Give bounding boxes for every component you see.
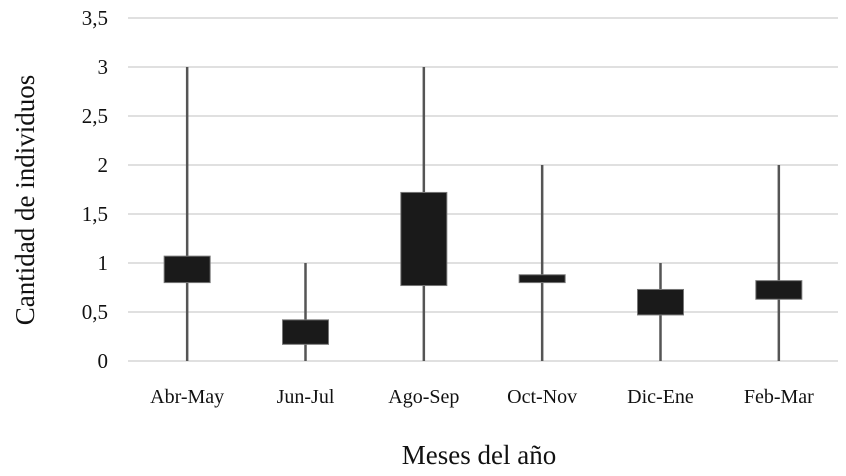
y-tick-label: 1 (98, 251, 109, 275)
x-tick-label: Abr-May (150, 386, 224, 408)
box-dic-ene (637, 288, 684, 316)
box-abr-may (163, 255, 211, 284)
box-feb-mar (755, 280, 803, 300)
x-axis-title: Meses del año (402, 440, 556, 470)
box-series (163, 67, 803, 361)
y-tick-label: 0 (98, 349, 109, 373)
y-axis-title: Cantidad de individuos (10, 75, 40, 325)
y-tick-label: 2,5 (82, 104, 108, 128)
x-tick-label: Dic-Ene (627, 386, 694, 408)
x-tick-label: Oct-Nov (507, 386, 577, 408)
x-tick-label: Feb-Mar (744, 386, 814, 408)
y-tick-label: 3 (98, 55, 109, 79)
x-tick-label: Ago-Sep (388, 386, 459, 408)
y-tick-label: 3,5 (82, 6, 108, 30)
y-tick-label: 0,5 (82, 300, 108, 324)
gridlines (128, 17, 838, 362)
y-tick-label: 1,5 (82, 202, 108, 226)
box-ago-sep (400, 191, 448, 287)
x-tick-label: Jun-Jul (277, 386, 335, 408)
y-axis-ticks: 0 0,5 1 1,5 2 2,5 3 3,5 (82, 6, 108, 373)
box-jun-jul (282, 319, 329, 345)
box-oct-nov (518, 274, 566, 284)
y-tick-label: 2 (98, 153, 109, 177)
x-axis-ticks: Abr-May Jun-Jul Ago-Sep Oct-Nov Dic-Ene Feb-M… (150, 386, 814, 408)
